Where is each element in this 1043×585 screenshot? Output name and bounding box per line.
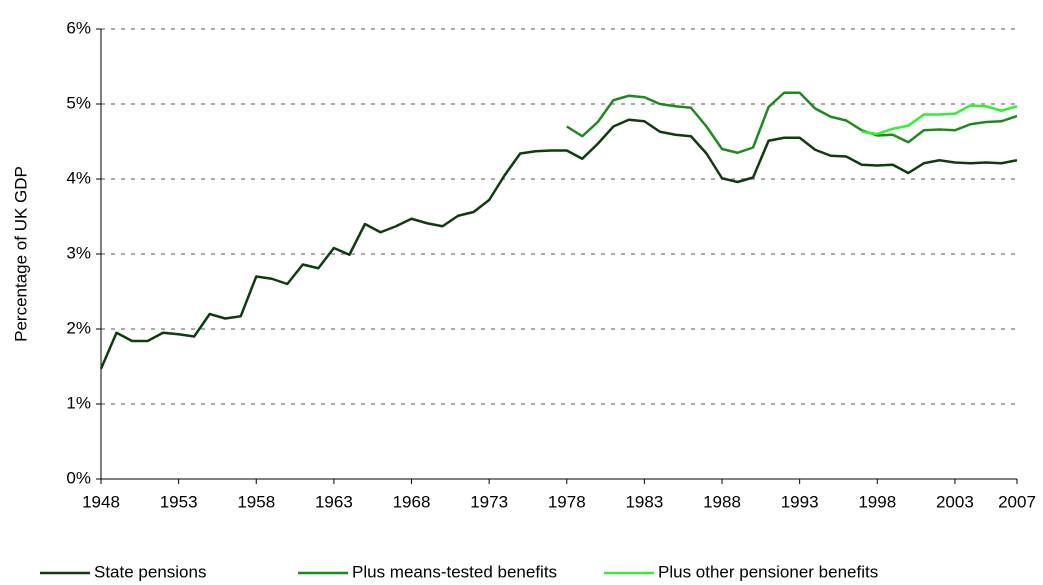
- line: [99, 118, 1018, 370]
- x-tick-label: 1948: [82, 492, 120, 511]
- x-tick-label: 1953: [160, 492, 198, 511]
- x-tick-label: 1973: [470, 492, 508, 511]
- y-tick-label: 3%: [66, 243, 91, 262]
- y-tick-label: 1%: [66, 393, 91, 412]
- y-tick-label: 0%: [66, 468, 91, 487]
- y-tick-label: 2%: [66, 318, 91, 337]
- x-tick-label: 1998: [858, 492, 896, 511]
- x-tick-label: 1963: [315, 492, 353, 511]
- y-tick-label: 4%: [66, 168, 91, 187]
- x-tick-label: 1988: [703, 492, 741, 511]
- line: [861, 104, 1018, 136]
- x-tick-label: 1958: [237, 492, 275, 511]
- legend-label: State pensions: [94, 562, 206, 581]
- x-tick-label: 2003: [936, 492, 974, 511]
- x-tick-label: 1978: [548, 492, 586, 511]
- y-tick-label: 5%: [66, 93, 91, 112]
- x-tick-label: 1993: [781, 492, 819, 511]
- y-tick-label: 6%: [66, 18, 91, 37]
- legend-label: Plus means-tested benefits: [352, 562, 557, 581]
- legend-label: Plus other pensioner benefits: [658, 562, 878, 581]
- y-axis-label: Percentage of UK GDP: [11, 166, 30, 342]
- x-tick-label: 1968: [393, 492, 431, 511]
- x-tick-label: 1983: [625, 492, 663, 511]
- line: [566, 91, 1018, 154]
- x-tick-label: 2007: [998, 492, 1036, 511]
